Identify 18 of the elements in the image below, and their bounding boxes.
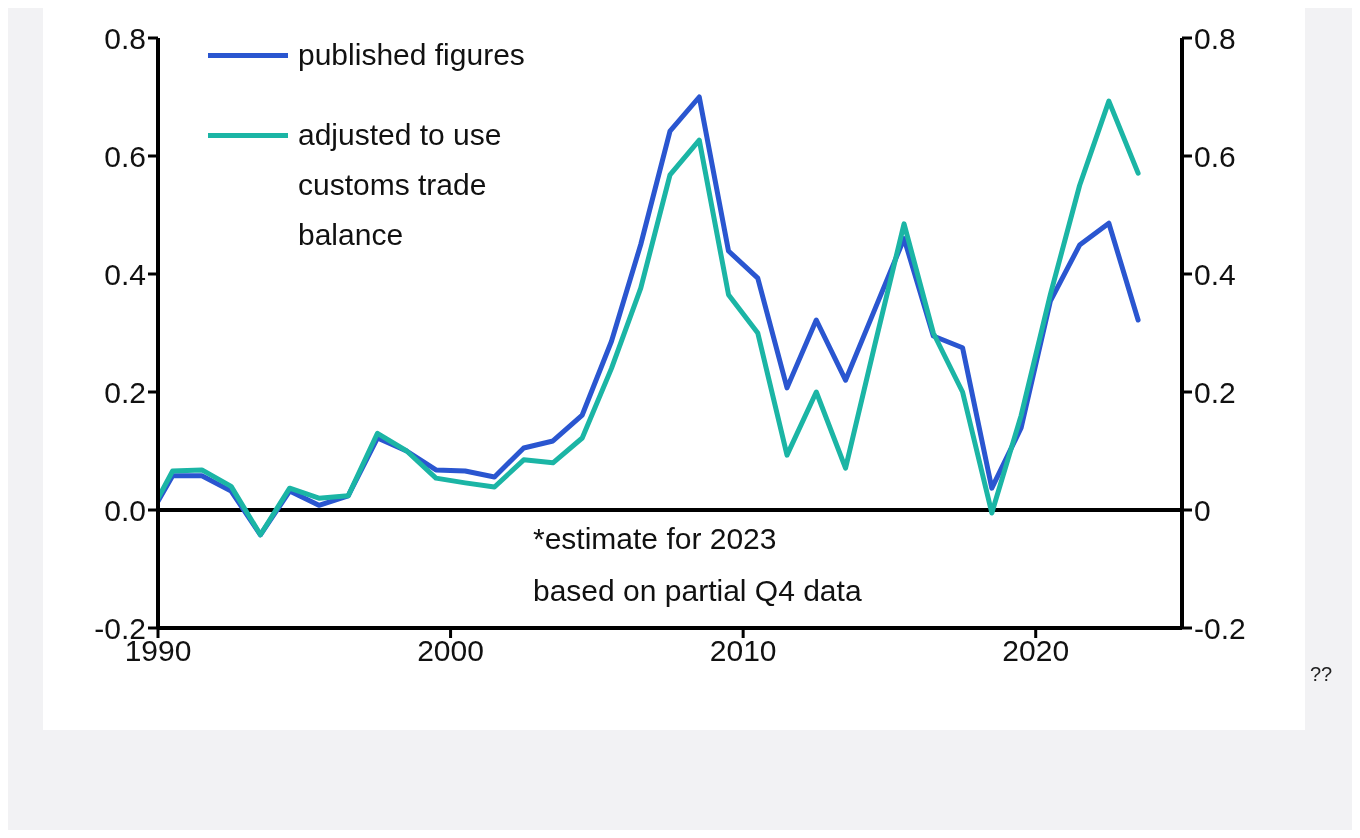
annotation: *estimate for 2023 based on partial Q4 data [533, 521, 862, 609]
y2-tick-label: -0.2 [1194, 611, 1246, 645]
legend-label: adjusted to use customs trade balance [298, 117, 503, 253]
y2-tick-label: 0.8 [1194, 21, 1236, 55]
legend-label: published figures [298, 37, 526, 73]
y-tick-label: 0.6 [104, 139, 146, 173]
x-tick-label: 2000 [417, 634, 484, 668]
y-tick-label: 0.8 [104, 21, 146, 55]
x-tick-label: 2010 [709, 634, 777, 668]
y2-tick-label: 0.4 [1194, 257, 1236, 291]
y-tick-label: 0.4 [104, 257, 146, 291]
y2-tick-label: 0 [1194, 493, 1211, 527]
y2-tick-label: 0.2 [1194, 375, 1236, 409]
y2-tick-label: 0.6 [1194, 139, 1236, 173]
y-tick-label: 0.0 [104, 493, 146, 527]
y-tick-label: 0.2 [104, 375, 146, 409]
x-tick-label: 2020 [1002, 634, 1070, 668]
text: ?? [1310, 663, 1333, 686]
